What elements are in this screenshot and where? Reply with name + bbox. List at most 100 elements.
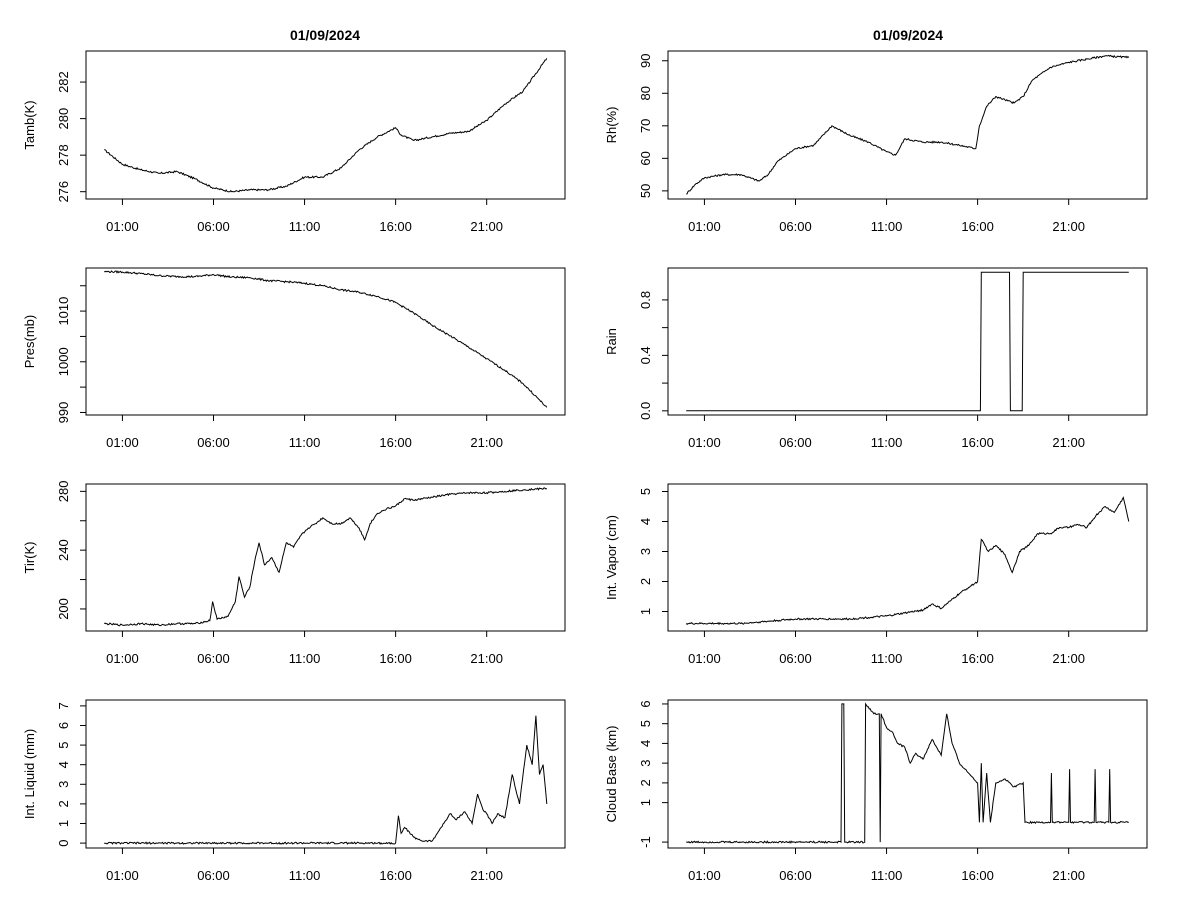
x-tick-label: 06:00 bbox=[779, 868, 812, 883]
y-tick-label: 990 bbox=[56, 402, 71, 424]
x-tick-label: 21:00 bbox=[1052, 868, 1085, 883]
y-tick-label: 70 bbox=[638, 119, 653, 133]
x-tick-label: 21:00 bbox=[470, 435, 503, 450]
y-tick-label: 1 bbox=[638, 608, 653, 615]
x-tick-label: 06:00 bbox=[779, 435, 812, 450]
x-tick-label: 06:00 bbox=[779, 219, 812, 234]
y-tick-label: 80 bbox=[638, 86, 653, 100]
x-tick-label: 06:00 bbox=[197, 651, 230, 666]
plot-frame bbox=[667, 50, 1148, 200]
x-tick-label: 11:00 bbox=[871, 868, 903, 883]
series-line bbox=[686, 702, 1129, 844]
y-tick-label: 60 bbox=[638, 151, 653, 165]
y-tick-label: 90 bbox=[638, 54, 653, 68]
x-tick-label: 11:00 bbox=[289, 651, 321, 666]
x-tick-label: 01:00 bbox=[688, 219, 721, 234]
y-tick-label: 282 bbox=[56, 71, 71, 93]
y-axis-title: Pres(mb) bbox=[22, 315, 37, 368]
panel-3: 01:00 06:00 11:00 16:00 21:00 0.0 0.4 0.8 Rain bbox=[604, 267, 1148, 450]
y-tick-label: 3 bbox=[638, 548, 653, 555]
panel-7: 01:00 06:00 11:00 16:00 21:00 -1 1 2 3 4 5 6 Cloud B… bbox=[604, 699, 1148, 883]
x-tick-label: 06:00 bbox=[197, 435, 230, 450]
plot-frame bbox=[667, 483, 1148, 632]
y-tick-label: 0 bbox=[56, 839, 71, 846]
y-tick-label: 7 bbox=[56, 702, 71, 709]
plot-frame bbox=[85, 483, 566, 632]
plot-frame bbox=[85, 50, 566, 200]
y-tick-label: 6 bbox=[638, 700, 653, 707]
x-tick-label: 06:00 bbox=[197, 868, 230, 883]
series-line bbox=[104, 58, 548, 193]
x-tick-label: 16:00 bbox=[961, 435, 994, 450]
y-tick-label: 5 bbox=[56, 741, 71, 748]
series-line bbox=[685, 496, 1130, 626]
x-tick-label: 21:00 bbox=[470, 651, 503, 666]
y-tick-label: 278 bbox=[56, 144, 71, 166]
x-tick-label: 16:00 bbox=[961, 651, 994, 666]
x-tick-label: 11:00 bbox=[289, 435, 321, 450]
x-tick-label: 11:00 bbox=[289, 868, 321, 883]
y-tick-label: 280 bbox=[56, 480, 71, 502]
series-line bbox=[103, 487, 548, 627]
x-tick-label: 16:00 bbox=[379, 435, 412, 450]
x-tick-label: 06:00 bbox=[197, 219, 230, 234]
y-axis-title: Tamb(K) bbox=[22, 100, 37, 149]
panel-2: 01:00 06:00 11:00 16:00 21:00 990 1000 1010 Pres… bbox=[22, 267, 566, 450]
y-axis-title: Tir(K) bbox=[22, 541, 37, 573]
plot-frame bbox=[85, 267, 566, 416]
x-tick-label: 06:00 bbox=[779, 651, 812, 666]
y-axis-title: Int. Vapor (cm) bbox=[604, 515, 619, 600]
series-line bbox=[104, 715, 548, 845]
x-tick-label: 16:00 bbox=[379, 219, 412, 234]
y-tick-label: 3 bbox=[638, 760, 653, 767]
y-tick-label: 3 bbox=[56, 781, 71, 788]
right-column-title: 01/09/2024 bbox=[872, 27, 944, 43]
x-tick-label: 01:00 bbox=[106, 435, 139, 450]
y-tick-label: 1000 bbox=[56, 347, 71, 376]
x-tick-label: 01:00 bbox=[106, 651, 139, 666]
x-tick-label: 16:00 bbox=[961, 219, 994, 234]
y-tick-label: 4 bbox=[56, 761, 71, 768]
y-tick-label: 240 bbox=[56, 539, 71, 561]
y-tick-label: -1 bbox=[638, 836, 653, 848]
x-tick-label: 21:00 bbox=[1052, 435, 1085, 450]
x-tick-label: 01:00 bbox=[688, 868, 721, 883]
series-line bbox=[104, 270, 548, 408]
y-tick-label: 2 bbox=[638, 578, 653, 585]
x-tick-label: 01:00 bbox=[688, 651, 721, 666]
plot-frame bbox=[85, 699, 566, 849]
y-tick-label: 5 bbox=[638, 488, 653, 495]
x-tick-label: 01:00 bbox=[106, 219, 139, 234]
y-axis-title: Int. Liquid (mm) bbox=[22, 729, 37, 819]
y-axis-title: Rh(%) bbox=[604, 107, 619, 144]
y-tick-label: 5 bbox=[638, 720, 653, 727]
x-tick-label: 11:00 bbox=[871, 651, 903, 666]
y-tick-label: 1010 bbox=[56, 297, 71, 326]
left-column-title: 01/09/2024 bbox=[289, 27, 361, 43]
x-tick-label: 01:00 bbox=[106, 868, 139, 883]
y-tick-label: 280 bbox=[56, 108, 71, 130]
x-tick-label: 21:00 bbox=[1052, 651, 1085, 666]
x-tick-label: 16:00 bbox=[379, 868, 412, 883]
panel-6: 01:00 06:00 11:00 16:00 21:00 0 1 2 3 4 5 6 7 Int. Li… bbox=[22, 699, 566, 883]
series-line bbox=[686, 271, 1129, 412]
y-tick-label: 1 bbox=[638, 799, 653, 806]
y-tick-label: 4 bbox=[638, 518, 653, 525]
panel-0: 01:00 06:00 11:00 16:00 21:00 276 278 280 282 Tam… bbox=[22, 50, 566, 234]
panel-5: 01:00 06:00 11:00 16:00 21:00 1 2 3 4 5 Int. Vapor… bbox=[604, 483, 1148, 666]
x-tick-label: 11:00 bbox=[871, 219, 903, 234]
y-tick-label: 0.4 bbox=[638, 346, 653, 364]
y-tick-label: 1 bbox=[56, 820, 71, 827]
x-tick-label: 21:00 bbox=[470, 219, 503, 234]
y-tick-label: 0.0 bbox=[638, 402, 653, 420]
y-tick-label: 2 bbox=[56, 800, 71, 807]
panel-4: 01:00 06:00 11:00 16:00 21:00 200 240 280 Tir(K) bbox=[22, 480, 566, 666]
y-tick-label: 6 bbox=[56, 722, 71, 729]
x-tick-label: 16:00 bbox=[379, 651, 412, 666]
y-tick-label: 50 bbox=[638, 184, 653, 198]
x-tick-label: 21:00 bbox=[470, 868, 503, 883]
plot-frame bbox=[667, 699, 1148, 849]
x-tick-label: 21:00 bbox=[1052, 219, 1085, 234]
